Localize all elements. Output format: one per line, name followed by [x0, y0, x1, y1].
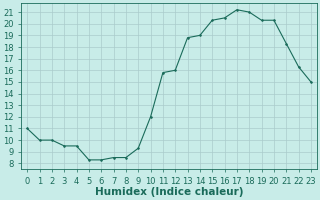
X-axis label: Humidex (Indice chaleur): Humidex (Indice chaleur) [95, 187, 243, 197]
